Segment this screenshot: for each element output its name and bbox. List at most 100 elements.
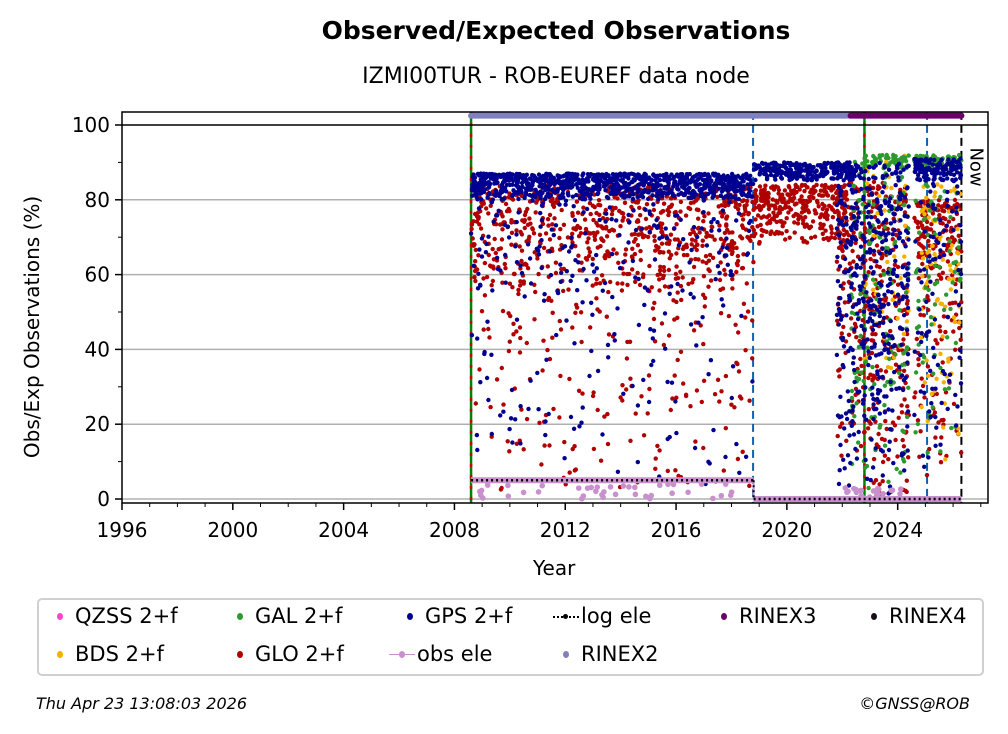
data-point	[476, 271, 481, 276]
data-point	[751, 260, 756, 265]
data-point	[856, 298, 862, 303]
data-point	[623, 247, 629, 252]
data-point	[871, 456, 877, 462]
data-point	[580, 405, 585, 410]
data-point	[595, 407, 600, 413]
data-point	[866, 349, 871, 354]
data-point	[924, 333, 929, 339]
data-point	[739, 313, 744, 319]
data-point	[835, 318, 840, 323]
data-point	[892, 212, 897, 217]
data-point	[738, 234, 743, 239]
data-point	[689, 177, 694, 182]
data-point	[835, 413, 841, 418]
data-point	[666, 333, 672, 338]
data-point	[747, 220, 752, 226]
data-point	[860, 401, 866, 406]
data-point	[522, 195, 527, 201]
data-point	[700, 259, 705, 264]
data-point	[860, 202, 865, 207]
data-point	[517, 283, 523, 288]
data-point	[547, 237, 553, 242]
data-point	[562, 439, 567, 445]
data-point	[901, 429, 907, 435]
data-point	[505, 171, 510, 177]
data-point	[853, 201, 859, 206]
data-point	[835, 433, 840, 439]
data-point	[574, 302, 579, 307]
data-point	[657, 272, 663, 277]
data-point	[841, 178, 846, 183]
data-point	[545, 264, 550, 269]
data-point	[524, 340, 529, 346]
obs-ele-point	[626, 484, 632, 490]
data-point	[849, 227, 854, 233]
data-point	[753, 177, 758, 183]
data-point	[506, 206, 511, 212]
data-point	[496, 247, 501, 252]
data-point	[847, 160, 852, 165]
data-point	[861, 327, 867, 332]
obs-ele-point	[853, 489, 860, 495]
data-point	[936, 264, 942, 269]
data-point	[547, 443, 552, 448]
data-point	[931, 345, 936, 351]
data-point	[622, 193, 628, 199]
data-point	[888, 318, 893, 324]
data-point	[571, 204, 576, 209]
data-point	[943, 329, 948, 335]
data-point	[867, 316, 873, 321]
data-point	[478, 226, 484, 231]
data-point	[650, 306, 656, 311]
data-point	[953, 392, 958, 398]
data-point	[708, 358, 714, 363]
data-point	[899, 403, 904, 408]
data-point	[895, 454, 900, 459]
data-point	[837, 264, 843, 269]
data-point	[559, 207, 564, 213]
legend-marker-icon	[859, 606, 887, 626]
data-point	[877, 230, 882, 236]
data-point	[559, 270, 564, 275]
data-point	[836, 322, 841, 327]
data-point	[482, 182, 487, 187]
data-point	[617, 265, 623, 271]
data-point	[702, 192, 707, 198]
data-point	[949, 243, 955, 248]
data-point	[707, 178, 713, 184]
data-point	[862, 465, 868, 470]
data-point	[773, 184, 778, 189]
obs-ele-point	[505, 482, 511, 489]
data-point	[550, 310, 555, 315]
data-point	[700, 243, 705, 248]
data-point	[641, 234, 647, 239]
data-point	[870, 392, 875, 397]
data-point	[636, 172, 642, 178]
data-point	[718, 236, 724, 242]
data-point	[889, 387, 894, 392]
data-point	[717, 228, 722, 233]
data-point	[796, 163, 801, 169]
data-point	[646, 373, 652, 378]
data-point	[953, 347, 958, 352]
data-point	[869, 298, 874, 303]
data-point	[758, 222, 763, 228]
data-point	[660, 221, 665, 226]
data-point	[764, 198, 770, 203]
data-point	[566, 249, 572, 254]
data-point	[958, 271, 964, 277]
data-point	[922, 211, 927, 217]
data-point	[926, 373, 931, 379]
data-point	[636, 322, 642, 328]
timestamp: Thu Apr 23 13:08:03 2026	[36, 694, 248, 713]
data-point	[688, 206, 693, 212]
data-point	[774, 219, 779, 225]
data-point	[939, 435, 944, 440]
data-point	[494, 188, 499, 194]
data-point	[864, 417, 869, 422]
data-point	[841, 223, 846, 228]
data-point	[469, 332, 475, 338]
data-point	[892, 369, 897, 375]
data-point	[895, 264, 901, 270]
data-point	[673, 468, 678, 473]
